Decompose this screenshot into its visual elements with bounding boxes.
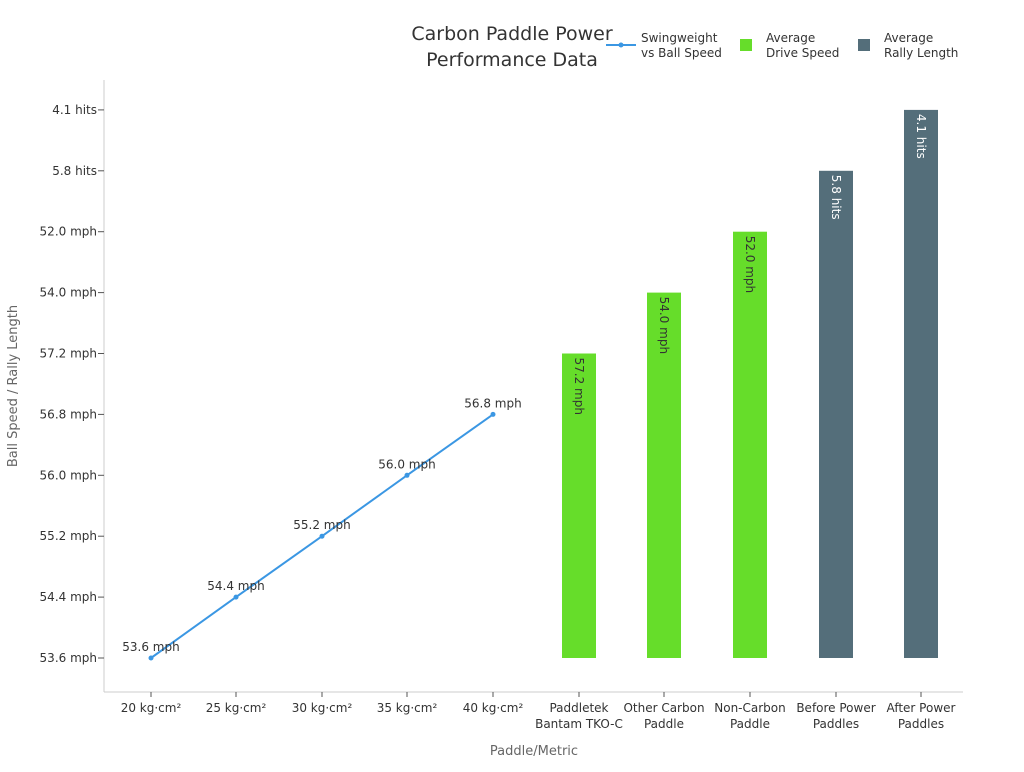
legend-line-marker (618, 42, 624, 48)
y-tick-label: 56.0 mph (40, 468, 97, 482)
x-tick-label: 40 kg·cm² (463, 701, 524, 715)
y-tick-label: 53.6 mph (40, 651, 97, 665)
legend-label: Average (766, 31, 815, 45)
x-tick-label: 20 kg·cm² (121, 701, 182, 715)
bar (819, 170, 853, 659)
x-tick-label: Other Carbon (623, 701, 704, 715)
line-point (319, 533, 325, 539)
x-tick-label: Non-Carbon (714, 701, 785, 715)
x-tick-label: Paddles (898, 717, 944, 731)
bar (733, 231, 767, 658)
x-tick-label: Before Power (796, 701, 875, 715)
y-tick-label: 54.4 mph (40, 590, 97, 604)
legend-label: Swingweight (641, 31, 718, 45)
bar-label: 54.0 mph (657, 297, 671, 354)
x-tick-label: Paddle (730, 717, 770, 731)
y-tick-label: 57.2 mph (40, 347, 97, 361)
y-tick-label: 55.2 mph (40, 529, 97, 543)
x-tick-label: Paddles (813, 717, 859, 731)
x-axis-label: Paddle/Metric (490, 744, 578, 759)
bar (904, 109, 938, 658)
bar-label: 52.0 mph (743, 236, 757, 293)
x-tick-label: Paddle (644, 717, 684, 731)
legend-bar-swatch (858, 39, 870, 51)
line-point-label: 53.6 mph (122, 640, 179, 654)
line-point-label: 56.8 mph (464, 396, 521, 410)
y-tick-label: 5.8 hits (52, 164, 97, 178)
bar-label: 4.1 hits (914, 114, 928, 159)
x-tick-label: 30 kg·cm² (292, 701, 353, 715)
legend-bar-swatch (740, 39, 752, 51)
y-tick-label: 56.8 mph (40, 407, 97, 421)
x-tick-label: Paddletek (549, 701, 608, 715)
y-tick-label: 4.1 hits (52, 103, 97, 117)
line-point (490, 411, 496, 417)
chart-title-line: Performance Data (426, 49, 598, 71)
legend-label: Drive Speed (766, 46, 839, 60)
bar (647, 292, 681, 658)
x-tick-label: Bantam TKO-C (535, 717, 623, 731)
chart-title-line: Carbon Paddle Power (411, 23, 612, 45)
line-point-label: 56.0 mph (378, 457, 435, 471)
y-tick-label: 54.0 mph (40, 286, 97, 300)
line-point-label: 54.4 mph (207, 579, 264, 593)
line-point-label: 55.2 mph (293, 518, 350, 532)
y-tick-label: 52.0 mph (40, 225, 97, 239)
line-point (404, 472, 410, 478)
line-point (148, 655, 154, 661)
bar (562, 353, 596, 658)
x-tick-label: 25 kg·cm² (206, 701, 267, 715)
legend-label: Average (884, 31, 933, 45)
x-tick-label: After Power (887, 701, 956, 715)
line-point (233, 594, 239, 600)
legend-label: vs Ball Speed (641, 46, 722, 60)
bar-label: 5.8 hits (829, 175, 843, 220)
y-axis-label: Ball Speed / Rally Length (6, 305, 21, 467)
legend-label: Rally Length (884, 46, 958, 60)
x-tick-label: 35 kg·cm² (377, 701, 438, 715)
bar-label: 57.2 mph (572, 358, 586, 415)
